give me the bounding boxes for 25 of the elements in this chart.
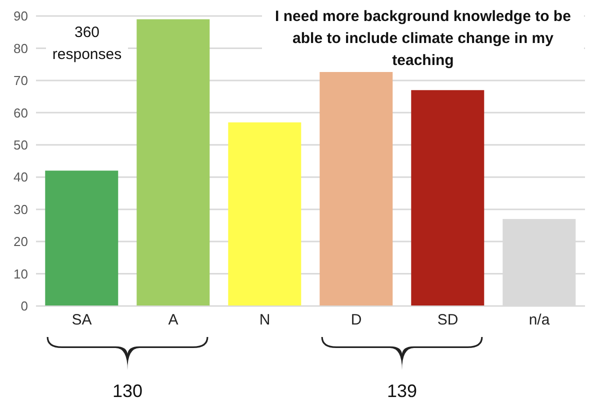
text: I need more background knowledge to be able to include climate change in my teaching: [262, 6, 584, 72]
annotation: 360 responses: [46, 22, 128, 66]
x-tick-label: n/a: [528, 312, 550, 329]
y-tick-label: 40: [14, 170, 28, 185]
y-tick-label: 70: [14, 73, 28, 88]
x-tick-label: D: [350, 312, 362, 329]
bar: [45, 170, 118, 306]
y-tick-label: 10: [14, 266, 28, 282]
y-tick-label: 50: [14, 138, 28, 153]
x-tick-label: SA: [72, 312, 92, 329]
text: 130: [112, 381, 143, 401]
bar: [136, 19, 210, 306]
x-tick-label: SD: [437, 312, 458, 329]
text: 139: [386, 381, 418, 401]
y-tick-label: 80: [14, 40, 28, 56]
x-tick-label: N: [259, 312, 270, 329]
y-tick-label: 30: [14, 202, 28, 217]
bar: [411, 90, 484, 306]
y-tick-label: 0: [20, 298, 28, 314]
y-tick-label: 20: [14, 234, 28, 250]
y-tick-label: 90: [14, 8, 28, 24]
y-tick-label: 60: [14, 105, 28, 120]
bar: [320, 70, 393, 306]
bar: [228, 122, 302, 306]
x-tick-label: A: [168, 312, 178, 329]
